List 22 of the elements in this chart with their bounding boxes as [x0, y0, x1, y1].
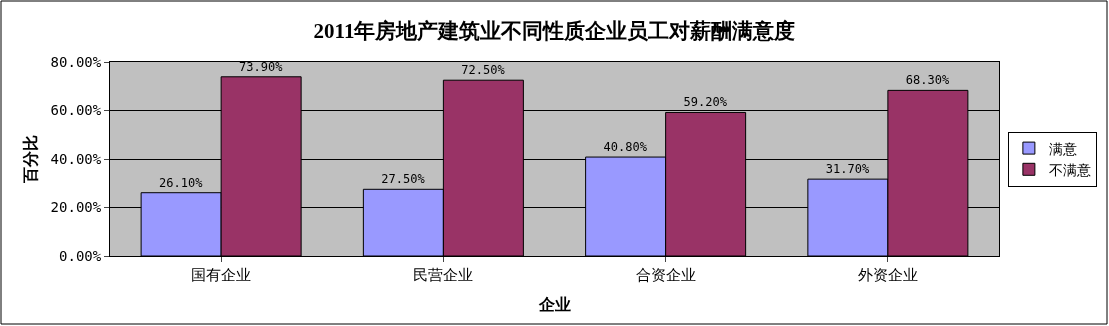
y-tick-label: 40.00%	[50, 150, 102, 167]
y-tick-label: 80.00%	[50, 53, 102, 70]
data-label: 31.70%	[825, 162, 870, 177]
y-tick-label: 0.00%	[59, 247, 102, 264]
legend-label: 不满意	[1048, 161, 1091, 178]
x-tick-label: 外资企业	[857, 266, 918, 284]
data-label: 26.10%	[159, 175, 204, 190]
x-axis-title: 企业	[537, 295, 571, 313]
data-label: 59.20%	[683, 95, 728, 110]
data-label: 27.50%	[381, 172, 426, 187]
chart-title: 2011年房地产建筑业不同性质企业员工对薪酬满意度	[313, 18, 796, 43]
y-axis-title: 百分比	[21, 135, 39, 184]
data-label: 68.30%	[905, 73, 950, 88]
data-label: 72.50%	[461, 63, 506, 78]
x-tick-label: 合资企业	[635, 266, 696, 284]
data-label: 40.80%	[603, 140, 648, 155]
x-tick-label: 民营企业	[413, 266, 474, 284]
x-tick-label: 国有企业	[191, 266, 252, 284]
legend-label: 满意	[1048, 140, 1077, 157]
y-tick-label: 60.00%	[50, 102, 102, 119]
data-label: 73.90%	[239, 59, 284, 74]
y-tick-label: 20.00%	[50, 199, 102, 216]
